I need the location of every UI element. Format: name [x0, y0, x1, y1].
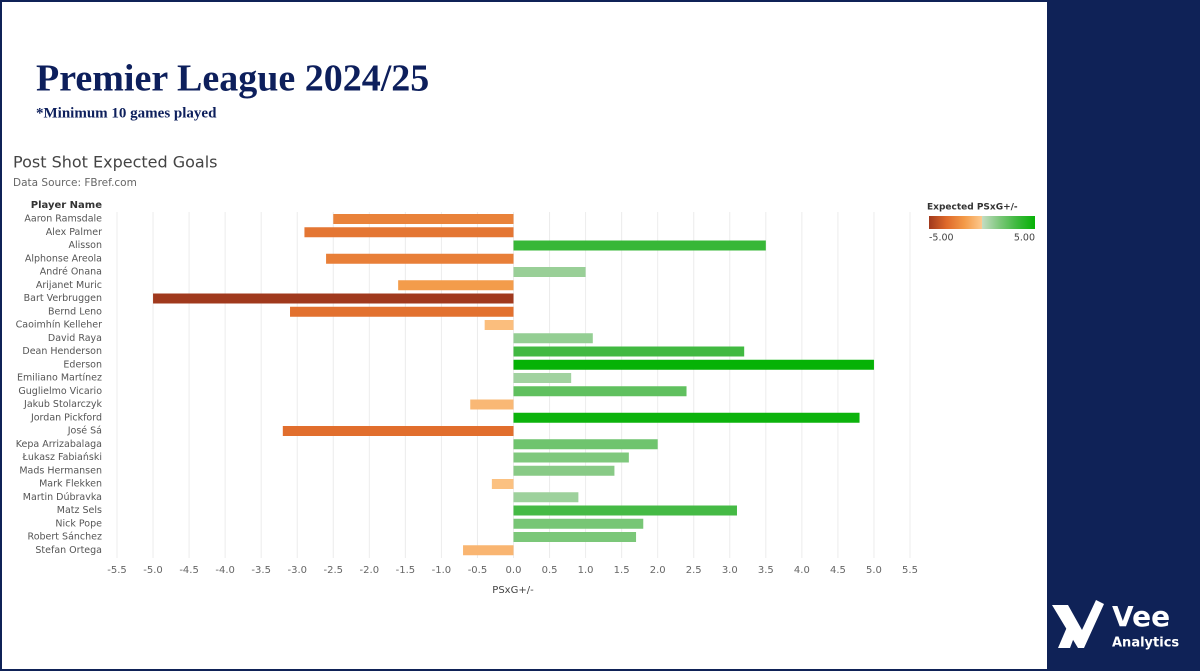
- page-title: Premier League 2024/25: [36, 58, 429, 100]
- legend-min-label: -5.00: [929, 233, 954, 244]
- y-tick-label: Mads Hermansen: [19, 465, 102, 476]
- y-tick-label: José Sá: [67, 426, 102, 437]
- x-tick-label: -1.0: [432, 565, 452, 576]
- y-tick-label: Arijanet Muric: [36, 280, 102, 291]
- x-tick-label: -0.5: [468, 565, 488, 576]
- x-tick-label: 0.5: [542, 565, 558, 576]
- x-tick-label: -2.5: [324, 565, 344, 576]
- bar: [470, 399, 514, 410]
- bar: [463, 545, 514, 556]
- legend-color-ramp: [929, 216, 1035, 229]
- logo-tagline: Analytics: [1112, 636, 1179, 651]
- bar: [513, 452, 629, 463]
- bar: [513, 412, 860, 423]
- y-tick-label: Jordan Pickford: [30, 412, 102, 423]
- bar: [333, 214, 514, 224]
- y-tick-label: David Raya: [48, 333, 102, 344]
- logo: Vee Analytics: [1052, 600, 1179, 651]
- bar: [290, 306, 514, 317]
- x-tick-label: 2.5: [686, 565, 702, 576]
- y-tick-label: Caoimhín Kelleher: [16, 320, 102, 331]
- y-tick-label: Emiliano Martínez: [17, 373, 102, 384]
- bar: [513, 505, 737, 516]
- bar: [513, 333, 593, 344]
- y-tick-label: André Onana: [40, 267, 102, 278]
- bar: [513, 359, 874, 370]
- bar: [513, 240, 766, 251]
- logo-icon: [1052, 600, 1104, 648]
- y-axis-title: Player Name: [31, 200, 102, 211]
- y-tick-label: Stefan Ortega: [35, 545, 102, 556]
- chart-title: Post Shot Expected Goals: [13, 153, 218, 172]
- x-tick-label: -1.5: [396, 565, 416, 576]
- bar: [491, 479, 514, 489]
- bar: [513, 465, 615, 476]
- y-tick-label: Alisson: [68, 240, 102, 251]
- y-tick-label: Aaron Ramsdale: [24, 214, 102, 225]
- logo-icon: [1058, 620, 1076, 648]
- bar: [282, 426, 514, 436]
- chart-subtitle: Data Source: FBref.com: [13, 177, 137, 189]
- x-tick-label: -3.5: [251, 565, 271, 576]
- y-tick-label: Jakub Stolarczyk: [23, 399, 102, 410]
- x-tick-label: 5.5: [902, 565, 918, 576]
- y-tick-label: Alex Palmer: [46, 227, 102, 238]
- legend-max-label: 5.00: [1014, 233, 1035, 244]
- bar: [304, 227, 514, 238]
- x-tick-label: -2.0: [360, 565, 380, 576]
- bar: [513, 532, 637, 542]
- y-tick-label: Robert Sánchez: [28, 532, 102, 543]
- x-tick-label: 2.0: [650, 565, 666, 576]
- y-tick-label: Bernd Leno: [48, 306, 102, 317]
- x-tick-label: 4.5: [830, 565, 846, 576]
- bar: [326, 253, 514, 264]
- bar: [153, 293, 514, 304]
- bar: [513, 518, 644, 529]
- y-tick-label: Nick Pope: [55, 518, 102, 529]
- x-tick-label: 3.5: [758, 565, 774, 576]
- y-tick-label: Mark Flekken: [39, 479, 102, 490]
- y-tick-label: Alphonse Areola: [25, 253, 102, 264]
- x-tick-label: 5.0: [866, 565, 882, 576]
- x-tick-label: 3.0: [722, 565, 738, 576]
- legend-title: Expected PSxG+/-: [927, 203, 1018, 213]
- bar: [513, 373, 572, 383]
- y-tick-label: Kepa Arrizabalaga: [16, 439, 102, 450]
- y-tick-label: Matz Sels: [57, 505, 102, 516]
- y-tick-label: Martin Dúbravka: [23, 492, 102, 503]
- x-tick-label: -4.5: [179, 565, 199, 576]
- logo-name: Vee: [1112, 600, 1170, 633]
- bar: [513, 492, 579, 503]
- y-tick-label: Dean Henderson: [22, 346, 102, 357]
- x-tick-label: -4.0: [215, 565, 235, 576]
- y-tick-label: Guglielmo Vicario: [18, 386, 102, 397]
- x-tick-label: -5.0: [143, 565, 163, 576]
- bar: [513, 267, 586, 277]
- bar: [398, 280, 514, 291]
- x-tick-label: 1.5: [614, 565, 630, 576]
- y-tick-label: Ederson: [63, 359, 102, 370]
- x-tick-label: 4.0: [794, 565, 810, 576]
- x-axis-title: PSxG+/-: [492, 585, 534, 596]
- y-tick-label: Bart Verbruggen: [24, 293, 102, 304]
- bar: [513, 439, 658, 450]
- bar: [484, 320, 514, 330]
- x-tick-label: 0.0: [506, 565, 522, 576]
- bar: [513, 346, 745, 357]
- x-tick-label: -3.0: [287, 565, 307, 576]
- page-subtitle: *Minimum 10 games played: [36, 105, 217, 121]
- y-tick-label: Łukasz Fabiański: [22, 452, 103, 463]
- bar: [513, 386, 687, 397]
- x-tick-label: -5.5: [107, 565, 127, 576]
- x-tick-label: 1.0: [578, 565, 594, 576]
